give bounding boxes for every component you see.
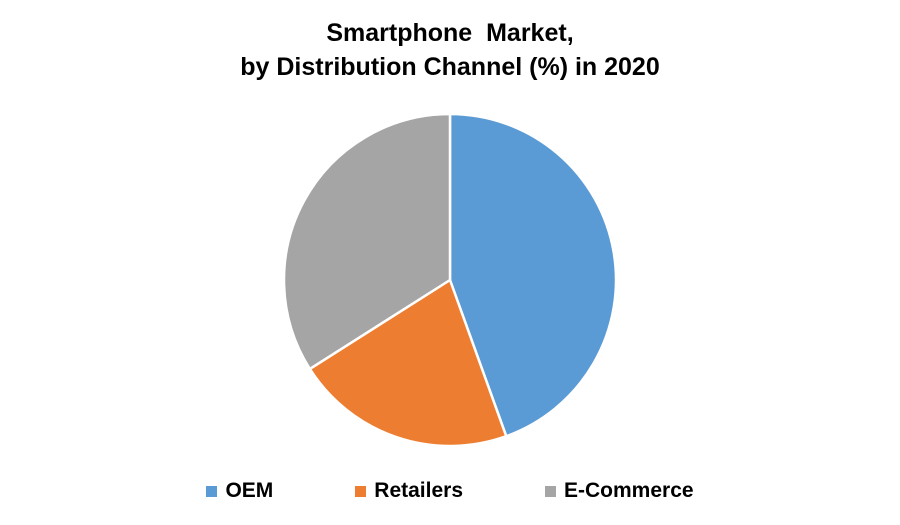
legend: OEM Retailers E-Commerce: [0, 479, 900, 503]
chart-title-line1: Smartphone Market,: [326, 19, 574, 47]
chart-title: Smartphone Market, by Distribution Chann…: [0, 16, 900, 84]
chart-subtitle: by Distribution Channel (%) in 2020: [240, 53, 660, 81]
legend-item-retailers: Retailers: [355, 479, 463, 503]
legend-swatch-oem: [206, 485, 218, 497]
legend-swatch-retailers: [355, 485, 367, 497]
pie-slice-ecommerce: [282, 112, 452, 371]
legend-label-ecommerce: E-Commerce: [564, 479, 694, 502]
pie-slice-oem: [448, 112, 618, 438]
legend-label-oem: OEM: [225, 479, 274, 502]
legend-item-oem: OEM: [206, 479, 273, 503]
legend-item-ecommerce: E-Commerce: [545, 479, 694, 503]
legend-swatch-ecommerce: [545, 485, 556, 497]
pie-slice-retailers: [308, 278, 508, 448]
legend-label-retailers: Retailers: [374, 479, 463, 502]
